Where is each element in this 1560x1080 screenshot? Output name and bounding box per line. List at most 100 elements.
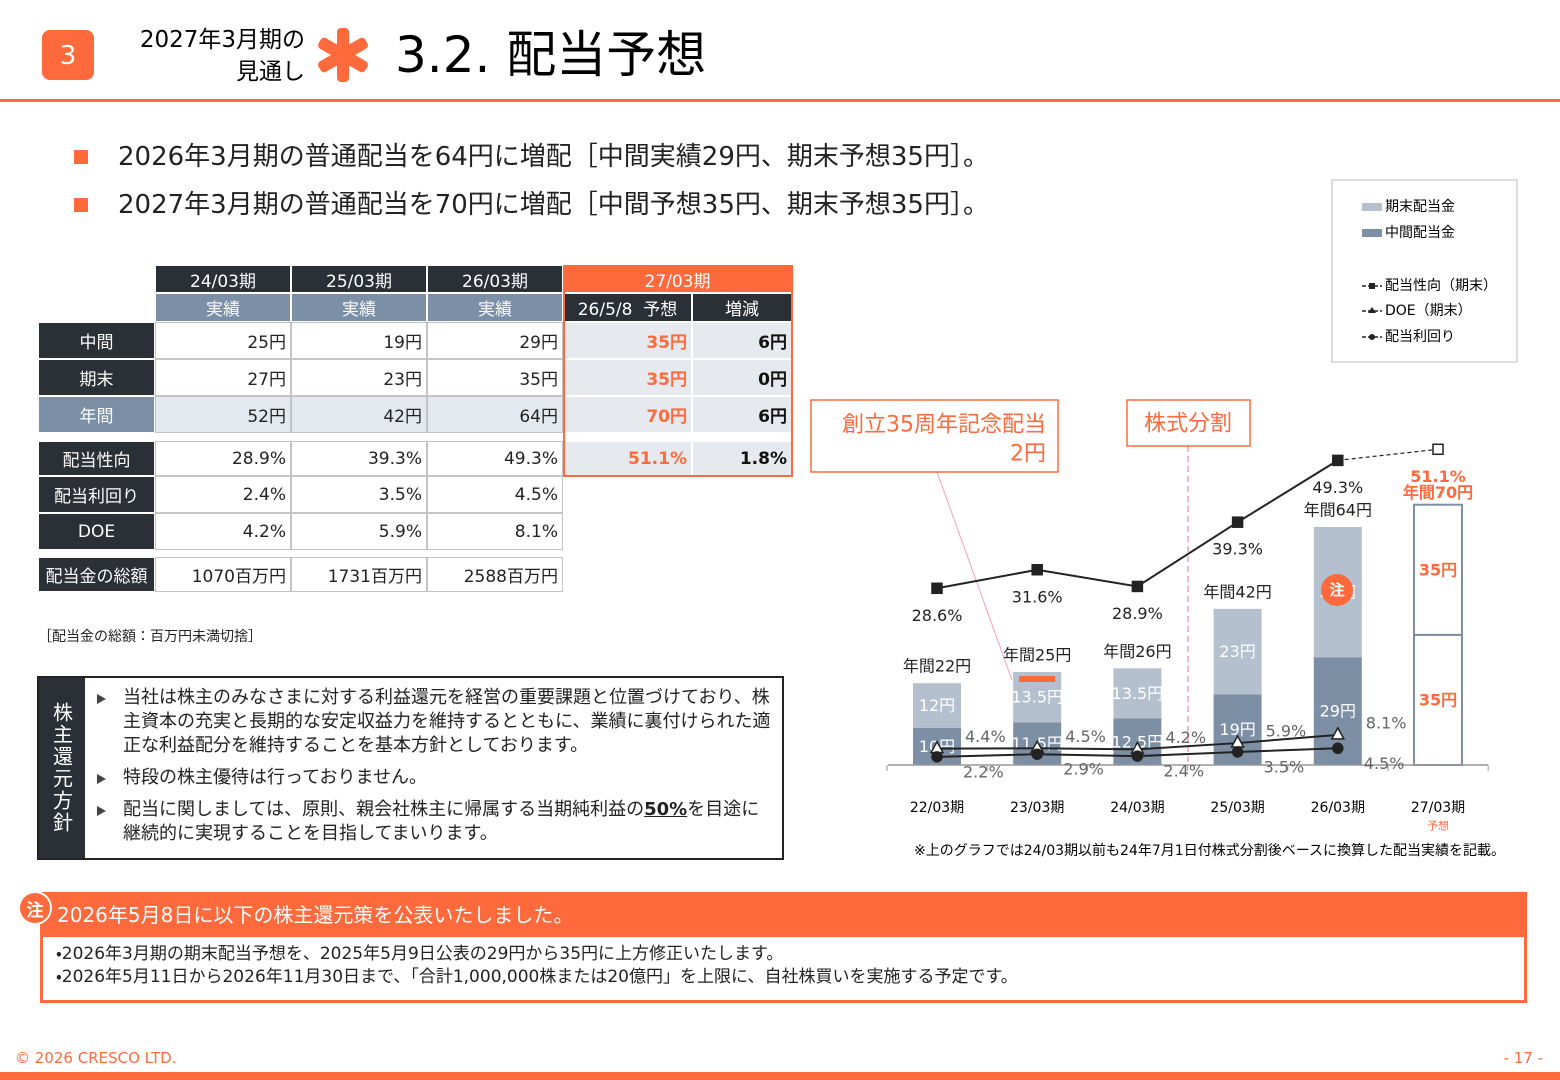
bar-label: 35円 bbox=[1419, 690, 1457, 709]
policy-text: 配当に関しましては、原則、親会社株主に帰属する当期純利益の bbox=[123, 799, 645, 820]
line-label: 5.9% bbox=[1266, 722, 1307, 741]
bullet-text: 2026年3月期の普通配当を64円に増配［中間実績29円、期末予想35円］。 bbox=[118, 142, 989, 172]
table-cell: 23円 bbox=[291, 359, 427, 396]
bar-label: 23円 bbox=[1219, 642, 1255, 661]
table-cell: 27円 bbox=[155, 359, 291, 396]
table-cell: 2.4% bbox=[155, 476, 291, 513]
table-cell: 5.9% bbox=[291, 513, 427, 550]
table-cell: 6円 bbox=[692, 396, 792, 433]
callout-box bbox=[1126, 399, 1251, 447]
bar-segment bbox=[1413, 633, 1463, 766]
table-cell: 8.1% bbox=[427, 513, 563, 550]
table-header: 25/03期 bbox=[291, 265, 427, 293]
x-tick-label: 23/03期 bbox=[1010, 800, 1064, 816]
table-cell: 6円 bbox=[692, 322, 792, 359]
legend-marker bbox=[1369, 283, 1375, 289]
line-label: 8.1% bbox=[1366, 713, 1407, 732]
page-number: - 17 - bbox=[1504, 1049, 1543, 1067]
table-subheader: 実績 bbox=[155, 293, 291, 322]
bar-label: 35円 bbox=[1419, 560, 1457, 579]
policy-item: 特段の株主優待は行っておりません。 bbox=[123, 766, 773, 790]
notice-badge: 注 bbox=[18, 891, 52, 925]
line-marker bbox=[1031, 748, 1043, 760]
policy-label: 株主還元方針 bbox=[39, 678, 85, 858]
table-cell: 35円 bbox=[427, 359, 563, 396]
total-label: 年間25円 bbox=[1003, 646, 1071, 665]
table-cell: 0円 bbox=[692, 359, 792, 396]
line-marker bbox=[931, 751, 943, 763]
table-cell: 35円 bbox=[563, 359, 692, 396]
table-header: 24/03期 bbox=[155, 265, 291, 293]
line-label: 4.5% bbox=[1364, 754, 1405, 773]
line-marker bbox=[931, 582, 943, 595]
table-cell: 25円 bbox=[155, 322, 291, 359]
bar-label: 19円 bbox=[1219, 720, 1255, 739]
x-tick-label: 25/03期 bbox=[1210, 800, 1264, 816]
legend-swatch bbox=[1362, 229, 1382, 237]
note-badge-text: 注 bbox=[1329, 581, 1344, 599]
arrow-bullet bbox=[97, 774, 106, 784]
line-label: 4.2% bbox=[1165, 728, 1206, 747]
table-cell: 19円 bbox=[291, 322, 427, 359]
bar-segment bbox=[1413, 503, 1463, 636]
line-marker bbox=[1231, 746, 1244, 758]
callout-box bbox=[810, 399, 1059, 473]
row-label: 配当性向 bbox=[38, 441, 155, 476]
line-label: 49.3% bbox=[1312, 478, 1363, 497]
legend-label: DOE（期末） bbox=[1385, 303, 1472, 319]
table-cell: 42円 bbox=[291, 396, 427, 433]
notice-line: ・2026年3月期の期末配当予想を、2025年5月9日公表の29円から35円に上… bbox=[56, 944, 784, 964]
table-cell: 49.3% bbox=[427, 441, 563, 476]
row-label: 期末 bbox=[38, 359, 155, 396]
notice-title: 2026年5月8日に以下の株主還元策を公表いたしました。 bbox=[57, 903, 574, 927]
bar-segment bbox=[1113, 668, 1162, 719]
total-label: 年間22円 bbox=[903, 657, 971, 676]
forecast-label: 予想 bbox=[1427, 819, 1449, 833]
line-marker bbox=[1131, 750, 1144, 762]
section-label: 見通し bbox=[236, 59, 305, 85]
line-marker bbox=[1330, 726, 1346, 740]
table-cell: 28.9% bbox=[155, 441, 291, 476]
total-label: 年間26円 bbox=[1103, 642, 1171, 661]
bullet-marker bbox=[74, 198, 88, 212]
table-cell: 39.3% bbox=[291, 441, 427, 476]
section-badge bbox=[42, 30, 94, 80]
bullet-marker bbox=[74, 150, 88, 164]
line bbox=[936, 459, 1339, 590]
row-label: DOE bbox=[38, 513, 155, 550]
table-cell: 29円 bbox=[427, 322, 563, 359]
total-label: 年間64円 bbox=[1304, 501, 1372, 520]
legend-label: 配当性向（期末） bbox=[1385, 278, 1497, 294]
x-tick-label: 26/03期 bbox=[1311, 800, 1365, 816]
policy-item: 配当に関しましては、原則、親会社株主に帰属する当期純利益の50%を目途に継続的に… bbox=[123, 798, 773, 846]
line-label: 2.4% bbox=[1163, 762, 1204, 781]
chart-footnote: ※上のグラフでは24/03期以前も24年7月1日付株式分割後ベースに換算した配当… bbox=[914, 842, 1505, 859]
row-label: 配当利回り bbox=[38, 476, 155, 513]
logo bbox=[318, 28, 368, 82]
table-cell: 2588百万円 bbox=[427, 557, 563, 592]
line-label: 51.1% bbox=[1410, 467, 1466, 486]
line-label: 2.2% bbox=[963, 762, 1004, 781]
bar-label: 12円 bbox=[919, 696, 955, 715]
line-marker bbox=[1031, 564, 1043, 576]
x-tick-label: 27/03期 bbox=[1411, 800, 1465, 816]
line-label: 2.9% bbox=[1063, 760, 1104, 779]
line-label: 4.5% bbox=[1065, 727, 1106, 746]
bar-label: 29円 bbox=[1320, 702, 1356, 721]
table-cell: 52円 bbox=[155, 396, 291, 433]
table-subheader: 実績 bbox=[427, 293, 563, 322]
callout-text: 2円 bbox=[1010, 442, 1046, 467]
notice-body bbox=[40, 937, 1527, 1003]
legend-label: 配当利回り bbox=[1385, 329, 1455, 345]
bar-label: 13.5円 bbox=[1011, 688, 1063, 707]
legend-marker bbox=[1368, 307, 1376, 313]
table-cell: 35円 bbox=[563, 322, 692, 359]
total-label: 年間70円 bbox=[1403, 483, 1473, 502]
arrow-bullet bbox=[97, 694, 106, 704]
legend-label: 期末配当金 bbox=[1385, 199, 1455, 215]
line-label: 39.3% bbox=[1212, 540, 1263, 559]
notice-line: ・2026年5月11日から2026年11月30日まで、「合計1,000,000株… bbox=[56, 967, 1018, 987]
callout-text: 株式分割 bbox=[1144, 412, 1232, 437]
bullet-text: 2027年3月期の普通配当を70円に増配［中間予想35円、期末予想35円］。 bbox=[118, 190, 989, 220]
